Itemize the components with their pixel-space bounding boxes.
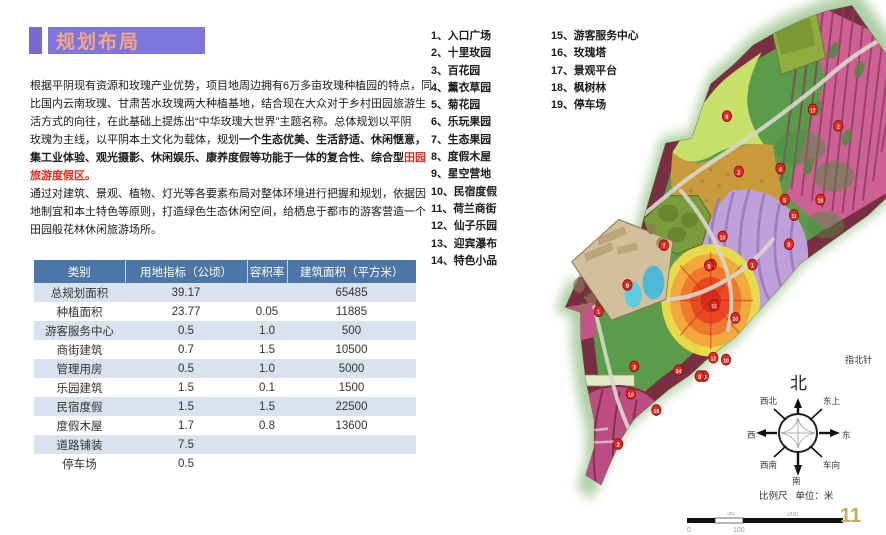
svg-text:0: 0 [687, 527, 691, 532]
svg-text:10: 10 [628, 392, 634, 398]
svg-text:17: 17 [810, 108, 816, 114]
svg-text:18: 18 [654, 409, 660, 415]
svg-text:100: 100 [733, 527, 745, 532]
svg-text:11: 11 [791, 214, 796, 220]
svg-text:200: 200 [787, 512, 799, 518]
svg-text:50: 50 [727, 512, 735, 517]
svg-text:10: 10 [723, 358, 729, 364]
svg-text:14: 14 [676, 369, 683, 375]
svg-text:11: 11 [711, 304, 716, 310]
svg-text:20: 20 [733, 317, 739, 323]
svg-text:12: 12 [710, 356, 716, 362]
svg-text:10: 10 [720, 235, 726, 241]
svg-text:19: 19 [818, 198, 824, 204]
